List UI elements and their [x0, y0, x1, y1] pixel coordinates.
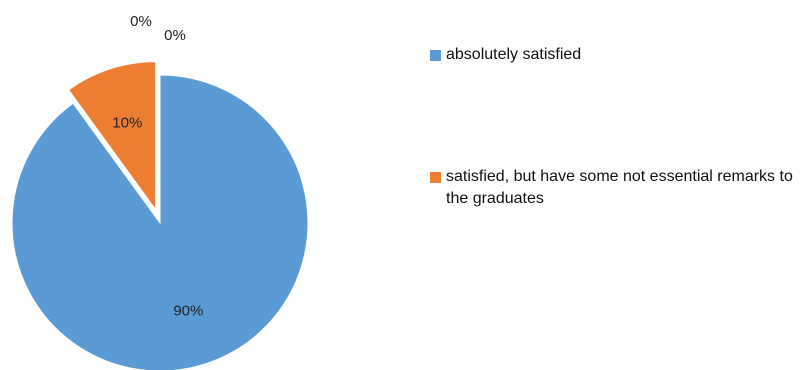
pie-chart: 90% 10% 0% 0%	[11, 13, 309, 370]
data-label-zero-a: 0%	[130, 13, 152, 30]
legend-swatch-satisfied-with-remarks	[430, 172, 441, 183]
legend-item-satisfied-with-remarks: satisfied, but have some not essential r…	[430, 166, 800, 210]
data-label-zero-b: 0%	[164, 27, 186, 44]
legend: absolutely satisfied satisfied, but have…	[430, 44, 800, 310]
pie-slice-absolutely-satisfied	[11, 74, 309, 370]
legend-label: absolutely satisfied	[446, 46, 582, 63]
pie-slice-satisfied-with-remarks	[67, 61, 157, 212]
legend-item-absolutely-satisfied: absolutely satisfied	[430, 44, 800, 66]
legend-swatch-absolutely-satisfied	[430, 50, 441, 61]
data-label-satisfied-with-remarks: 10%	[112, 114, 142, 131]
data-label-absolutely-satisfied: 90%	[173, 302, 203, 319]
legend-label: satisfied, but have some not essential r…	[446, 168, 793, 207]
